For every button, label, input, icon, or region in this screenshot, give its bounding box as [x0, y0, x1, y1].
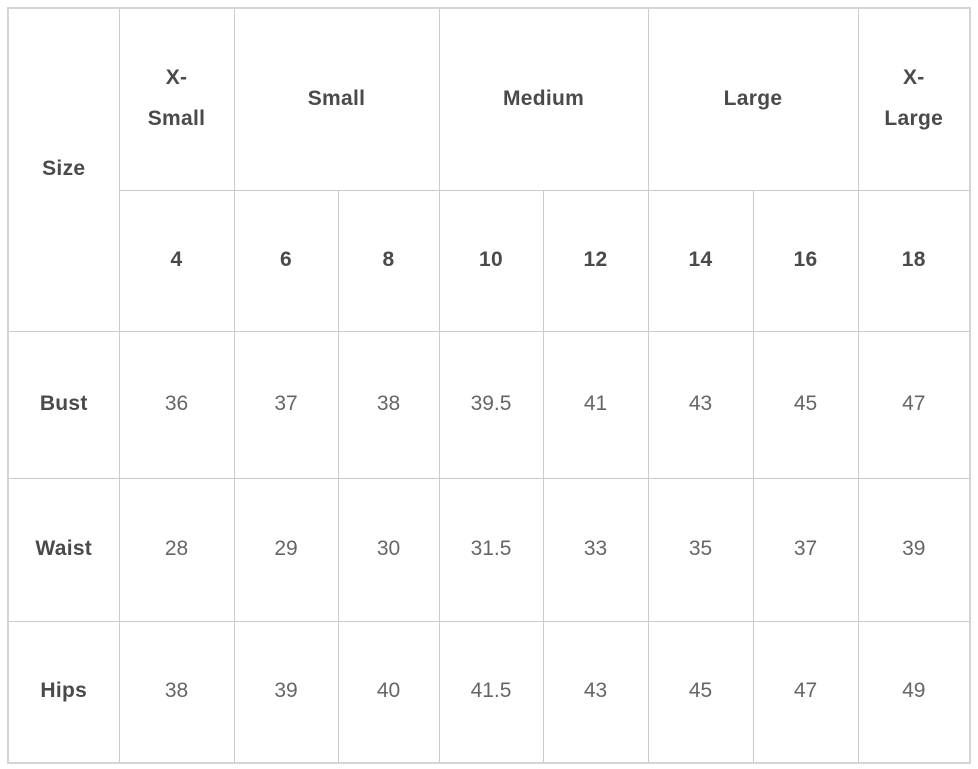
- bust-value-size6: 37: [233, 330, 339, 479]
- row-label-bust: Bust: [7, 330, 120, 479]
- waist-value-size8: 30: [337, 477, 440, 622]
- numeric-size-10: 10: [438, 189, 544, 332]
- hips-value-size14: 45: [647, 620, 754, 764]
- measurement-row-waist: Waist 28 29 30 31.5 33 35 37 39: [7, 477, 971, 622]
- measurement-row-hips: Hips 38 39 40 41.5 43 45 47 49: [7, 620, 971, 764]
- hips-value-size6: 39: [233, 620, 339, 764]
- hips-value-size18: 49: [857, 620, 971, 764]
- row-label-hips: Hips: [7, 620, 120, 764]
- size-group-xlarge: X-Large: [857, 7, 971, 191]
- waist-value-size12: 33: [542, 477, 649, 622]
- numeric-size-8: 8: [337, 189, 440, 332]
- size-group-xsmall: X-Small: [118, 7, 235, 191]
- waist-value-size18: 39: [857, 477, 971, 622]
- bust-value-size10: 39.5: [438, 330, 544, 479]
- numeric-size-18: 18: [857, 189, 971, 332]
- bust-value-size16: 45: [752, 330, 859, 479]
- row-label-waist: Waist: [7, 477, 120, 622]
- hips-value-size16: 47: [752, 620, 859, 764]
- hips-value-size10: 41.5: [438, 620, 544, 764]
- waist-value-size4: 28: [118, 477, 235, 622]
- size-chart-table: Size X-Small Small Medium Large X-Large …: [7, 7, 972, 764]
- waist-value-size16: 37: [752, 477, 859, 622]
- hips-value-size12: 43: [542, 620, 649, 764]
- bust-value-size12: 41: [542, 330, 649, 479]
- numeric-size-header-row: 4 6 8 10 12 14 16 18: [8, 189, 971, 332]
- corner-size-label: Size: [7, 7, 120, 332]
- bust-value-size8: 38: [337, 330, 440, 479]
- size-group-small: Small: [233, 7, 440, 191]
- bust-value-size4: 36: [118, 330, 235, 479]
- numeric-size-14: 14: [647, 189, 754, 332]
- hips-value-size8: 40: [337, 620, 440, 764]
- waist-value-size14: 35: [647, 477, 754, 622]
- numeric-size-12: 12: [542, 189, 649, 332]
- numeric-size-4: 4: [118, 189, 235, 332]
- bust-value-size14: 43: [647, 330, 754, 479]
- bust-value-size18: 47: [857, 330, 971, 479]
- waist-value-size10: 31.5: [438, 477, 544, 622]
- measurement-row-bust: Bust 36 37 38 39.5 41 43 45 47: [7, 330, 971, 479]
- hips-value-size4: 38: [118, 620, 235, 764]
- numeric-size-16: 16: [752, 189, 859, 332]
- size-group-large: Large: [647, 7, 859, 191]
- size-group-medium: Medium: [438, 7, 649, 191]
- numeric-size-6: 6: [233, 189, 339, 332]
- size-group-header-row: Size X-Small Small Medium Large X-Large: [7, 7, 971, 332]
- waist-value-size6: 29: [233, 477, 339, 622]
